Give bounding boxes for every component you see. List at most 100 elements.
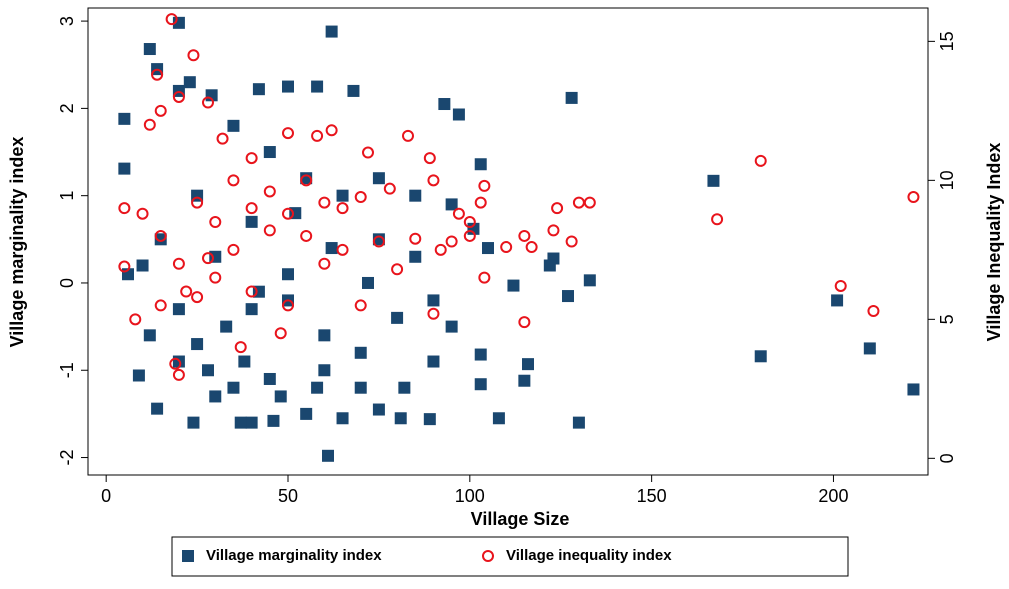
x-tick-label: 150 — [637, 486, 667, 506]
y2-tick-label: 0 — [937, 453, 957, 463]
square-point — [391, 311, 404, 324]
square-point — [754, 350, 767, 363]
square-point — [409, 250, 422, 263]
circle-point — [300, 174, 313, 187]
square-point — [474, 158, 487, 171]
circle-point — [318, 196, 331, 209]
y2-axis-title: Village Inequality Index — [984, 143, 1004, 342]
circle-point — [154, 229, 167, 242]
legend-marker — [182, 550, 194, 562]
circle-point — [191, 291, 204, 304]
circle-point — [187, 49, 200, 62]
square-point — [322, 449, 334, 462]
square-point — [474, 348, 487, 361]
square-point — [238, 355, 251, 368]
circle-point — [227, 243, 240, 256]
square-point — [562, 290, 574, 303]
circle-point — [263, 224, 276, 237]
square-point — [191, 338, 204, 351]
circle-point — [362, 146, 374, 159]
circle-point — [282, 207, 294, 220]
square-point — [325, 25, 338, 38]
circle-point — [151, 68, 164, 81]
square-point — [423, 413, 436, 426]
circle-point — [202, 252, 214, 265]
square-point — [132, 369, 145, 382]
square-point — [282, 80, 294, 93]
square-point — [220, 320, 233, 333]
circle-point — [282, 127, 294, 140]
circle-point — [547, 224, 560, 237]
square-point — [136, 259, 149, 272]
square-point — [452, 108, 465, 121]
square-point — [409, 189, 422, 202]
circle-point — [234, 341, 247, 354]
circle-point — [118, 202, 131, 215]
circle-point — [165, 13, 178, 26]
square-point — [427, 355, 440, 368]
circle-point — [423, 152, 436, 165]
circle-point — [391, 263, 404, 276]
square-point — [445, 198, 458, 211]
circle-point — [245, 152, 258, 165]
y2-tick-label: 5 — [937, 314, 957, 324]
square-point — [427, 294, 440, 307]
square-point — [583, 274, 596, 287]
y-tick-label: 3 — [57, 16, 77, 26]
circle-point — [427, 174, 440, 187]
circle-point — [311, 129, 324, 142]
circle-point — [463, 216, 476, 229]
circle-point — [191, 196, 204, 209]
square-point — [154, 233, 167, 246]
square-point — [522, 358, 534, 371]
square-point — [325, 242, 338, 255]
y-tick-label: 1 — [57, 191, 77, 201]
square-point — [438, 98, 451, 111]
square-point — [831, 294, 844, 307]
square-point — [234, 416, 247, 429]
circle-point — [372, 235, 385, 248]
x-axis-title: Village Size — [471, 509, 570, 529]
circle-point — [274, 327, 287, 340]
y-tick-label: 0 — [57, 278, 77, 288]
square-point — [183, 76, 196, 89]
square-point — [362, 276, 374, 289]
x-tick-label: 50 — [278, 486, 298, 506]
circle-point — [572, 196, 585, 209]
square-point — [347, 84, 360, 97]
circle-point — [434, 243, 447, 256]
circle-point — [136, 207, 149, 220]
circle-point — [463, 229, 476, 242]
circle-point — [154, 104, 167, 117]
square-point — [143, 329, 156, 342]
y2-tick-label: 15 — [937, 31, 957, 51]
circle-point — [754, 154, 767, 167]
circle-point — [445, 235, 458, 248]
square-point — [143, 43, 156, 56]
circle-point — [711, 213, 724, 226]
square-point — [311, 381, 324, 394]
square-point — [354, 381, 367, 394]
square-point — [311, 80, 324, 93]
square-point — [547, 252, 560, 265]
square-point — [245, 215, 258, 228]
x-tick-label: 100 — [455, 486, 485, 506]
circle-point — [118, 260, 131, 273]
circle-point — [867, 304, 880, 317]
y-tick-label: -2 — [57, 450, 77, 466]
circle-point — [354, 299, 367, 312]
square-point — [300, 407, 313, 420]
circle-point — [300, 229, 313, 242]
square-point — [572, 416, 585, 429]
square-point — [518, 374, 531, 387]
legend-label: Village marginality index — [206, 547, 382, 564]
circle-point — [583, 196, 596, 209]
plot-frame — [87, 7, 929, 476]
square-point — [482, 242, 494, 255]
circle-point — [172, 90, 185, 103]
circle-point — [565, 235, 578, 248]
square-point — [267, 414, 280, 427]
circle-point — [518, 229, 531, 242]
circle-point — [478, 179, 491, 192]
